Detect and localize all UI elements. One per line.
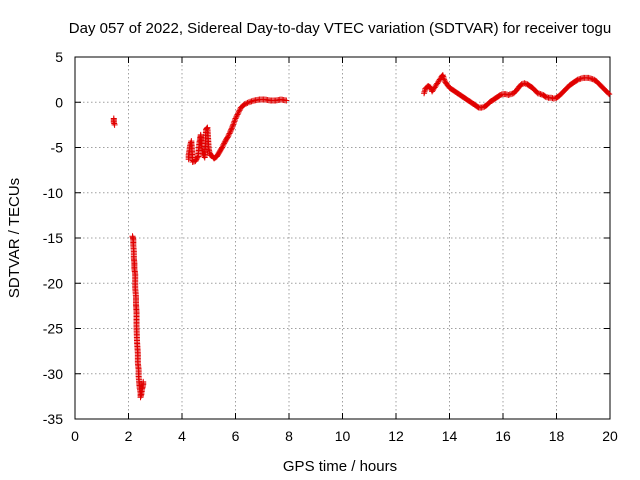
data-point bbox=[241, 101, 248, 108]
x-tick-label: 0 bbox=[71, 428, 79, 444]
y-tick-label: -30 bbox=[43, 366, 63, 382]
x-tick-label: 16 bbox=[495, 428, 511, 444]
data-point bbox=[227, 129, 234, 136]
x-tick-label: 8 bbox=[285, 428, 293, 444]
data-point bbox=[224, 134, 231, 141]
data-point bbox=[230, 121, 237, 128]
data-point bbox=[244, 99, 251, 106]
data-point bbox=[220, 141, 227, 148]
data-point bbox=[230, 119, 237, 126]
data-point bbox=[229, 122, 236, 129]
data-point bbox=[606, 91, 613, 98]
axis-ticks: 0 2 4 6 8 10 12 14 16 18 20 5 0 -5 -10 -15 -20 -25 -30 -35 bbox=[43, 49, 618, 444]
data-point bbox=[234, 111, 241, 118]
data-point bbox=[228, 125, 235, 132]
y-tick-label: 0 bbox=[55, 94, 63, 110]
x-tick-label: 2 bbox=[125, 428, 133, 444]
y-tick-label: -35 bbox=[43, 411, 63, 427]
data-point bbox=[231, 116, 238, 123]
x-axis-label: GPS time / hours bbox=[283, 458, 397, 475]
data-point bbox=[225, 133, 232, 140]
data-point bbox=[235, 108, 242, 115]
data-point bbox=[232, 115, 239, 122]
x-tick-label: 20 bbox=[602, 428, 618, 444]
x-tick-label: 14 bbox=[442, 428, 458, 444]
data-point bbox=[283, 97, 290, 104]
data-point bbox=[235, 110, 242, 117]
y-tick-label: -15 bbox=[43, 230, 63, 246]
chart-title: Day 057 of 2022, Sidereal Day-to-day VTE… bbox=[69, 20, 611, 37]
y-tick-label: -20 bbox=[43, 275, 63, 291]
y-tick-label: 5 bbox=[55, 49, 63, 65]
y-tick-label: -25 bbox=[43, 321, 63, 337]
y-tick-label: -10 bbox=[43, 185, 63, 201]
grid-lines bbox=[75, 57, 610, 419]
x-tick-label: 6 bbox=[232, 428, 240, 444]
x-tick-label: 18 bbox=[549, 428, 565, 444]
x-tick-label: 10 bbox=[335, 428, 351, 444]
y-axis-label: SDTVAR / TECUs bbox=[6, 178, 23, 298]
data-point bbox=[236, 107, 243, 114]
x-tick-label: 12 bbox=[388, 428, 404, 444]
data-point bbox=[228, 126, 235, 133]
data-point bbox=[219, 144, 226, 151]
data-point bbox=[233, 112, 240, 119]
data-point bbox=[225, 131, 232, 138]
y-tick-label: -5 bbox=[51, 140, 64, 156]
data-point bbox=[194, 154, 201, 161]
data-point bbox=[233, 114, 240, 121]
data-point bbox=[111, 121, 118, 128]
data-points bbox=[110, 72, 613, 401]
data-point bbox=[229, 124, 236, 131]
data-point bbox=[243, 100, 250, 107]
data-point bbox=[227, 127, 234, 134]
data-point bbox=[226, 130, 233, 137]
x-tick-label: 4 bbox=[178, 428, 186, 444]
data-point bbox=[231, 118, 238, 125]
data-point bbox=[605, 90, 612, 97]
data-point bbox=[140, 378, 147, 385]
data-point bbox=[219, 143, 226, 150]
data-point bbox=[441, 76, 448, 83]
